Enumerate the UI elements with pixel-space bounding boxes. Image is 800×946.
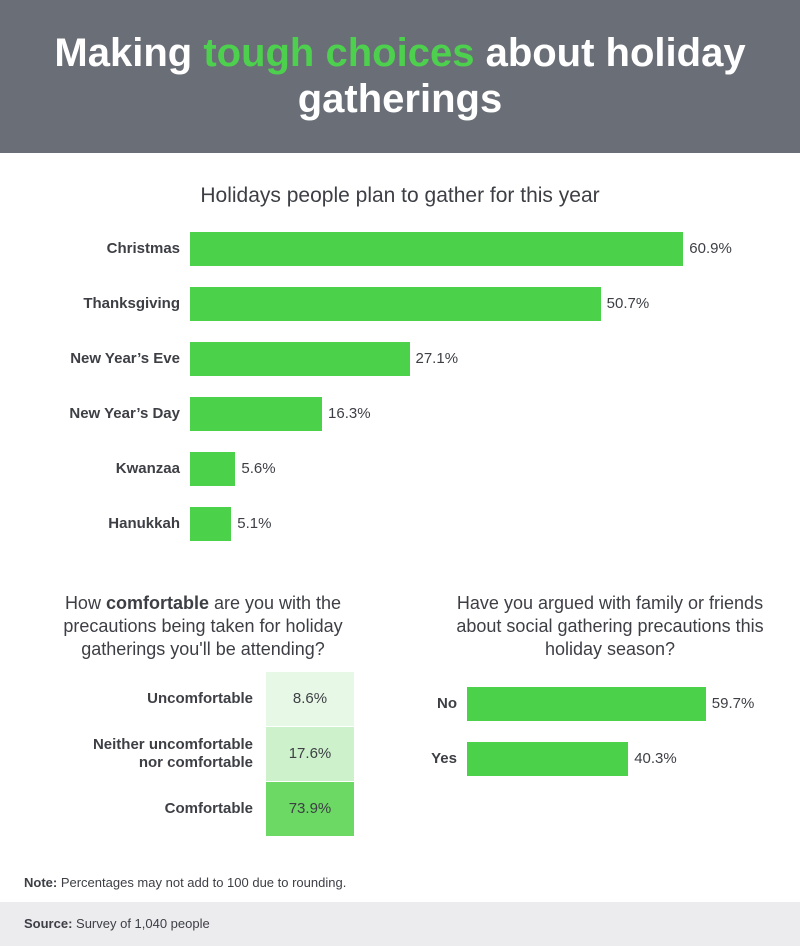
- argued-value-yes: 40.3%: [634, 750, 677, 767]
- holidays-bar-thanksgiving: [190, 287, 601, 321]
- argued-question-title: Have you argued with family or friends a…: [456, 593, 764, 659]
- argued-bar-no: [467, 687, 706, 721]
- holidays-value-kwanzaa: 5.6%: [241, 460, 276, 477]
- comfort-value-comfortable: 73.9%: [266, 782, 354, 836]
- source-text: Source: Survey of 1,040 people: [24, 916, 210, 931]
- comfort-label-line: Neither uncomfortable: [92, 736, 253, 753]
- holidays-value-christmas: 60.9%: [689, 240, 732, 257]
- comfort-label-neither-uncomfortable-nor-comfortable: Neither uncomfortable nor comfortable: [20, 736, 253, 772]
- comfort-title-part-1: How: [64, 593, 106, 613]
- source-label: Source:: [24, 916, 73, 931]
- comfort-value-neither-uncomfortable-nor-comfortable: 17.6%: [266, 727, 354, 781]
- title-part-2: about holiday gatherings: [297, 31, 746, 121]
- note-text: Percentages may not add to 100 due to ro…: [57, 875, 347, 890]
- holidays-bar-hanukkah: [190, 507, 232, 541]
- argued-label-no: No: [437, 695, 457, 712]
- holidays-label-thanksgiving: Thanksgiving: [83, 295, 180, 312]
- comfort-title-part-2: are you with the precautions being taken…: [63, 593, 343, 659]
- holidays-value-new-year-s-day: 16.3%: [328, 405, 371, 422]
- argued-value-no: 59.7%: [711, 695, 755, 712]
- holidays-bar-new-year-s-eve: [190, 342, 410, 376]
- holidays-bar-kwanzaa: [190, 452, 236, 486]
- page-title: Making tough choices about holiday gathe…: [0, 30, 800, 122]
- comfort-label-comfortable: Comfortable: [20, 800, 253, 818]
- argued-label-yes: Yes: [431, 750, 457, 767]
- holidays-label-christmas: Christmas: [106, 240, 180, 257]
- source-value: Survey of 1,040 people: [72, 916, 210, 931]
- holidays-bar-christmas: [190, 232, 684, 266]
- note-label: Note:: [24, 875, 58, 890]
- comfort-question-title: How comfortable are you with the precaut…: [28, 592, 378, 661]
- holidays-chart-title: Holidays people plan to gather for this …: [200, 184, 600, 207]
- comfort-label-line: Uncomfortable: [147, 690, 253, 707]
- holidays-bar-new-year-s-day: [190, 397, 323, 431]
- holidays-value-new-year-s-eve: 27.1%: [415, 350, 459, 367]
- holidays-value-thanksgiving: 50.7%: [606, 295, 650, 312]
- title-part-1: Making: [54, 31, 204, 75]
- holidays-label-kwanzaa: Kwanzaa: [115, 460, 180, 477]
- comfort-title-accent: comfortable: [105, 593, 209, 613]
- comfort-label-line: nor comfortable: [138, 754, 253, 771]
- holidays-value-hanukkah: 5.1%: [237, 515, 272, 532]
- comfort-label-line: Comfortable: [164, 800, 253, 817]
- comfort-value-uncomfortable: 8.6%: [266, 672, 354, 726]
- holidays-label-new-year-s-eve: New Year’s Eve: [70, 350, 180, 367]
- comfort-label-uncomfortable: Uncomfortable: [20, 690, 253, 708]
- source-footer: Source: Survey of 1,040 people: [0, 902, 800, 946]
- header-banner: Making tough choices about holiday gathe…: [0, 0, 800, 153]
- holidays-label-new-year-s-day: New Year’s Day: [69, 405, 180, 422]
- argued-bar-yes: [467, 742, 629, 776]
- rounding-note: Note: Percentages may not add to 100 due…: [24, 875, 346, 890]
- holidays-label-hanukkah: Hanukkah: [108, 515, 180, 532]
- title-accent: tough choices: [203, 31, 475, 75]
